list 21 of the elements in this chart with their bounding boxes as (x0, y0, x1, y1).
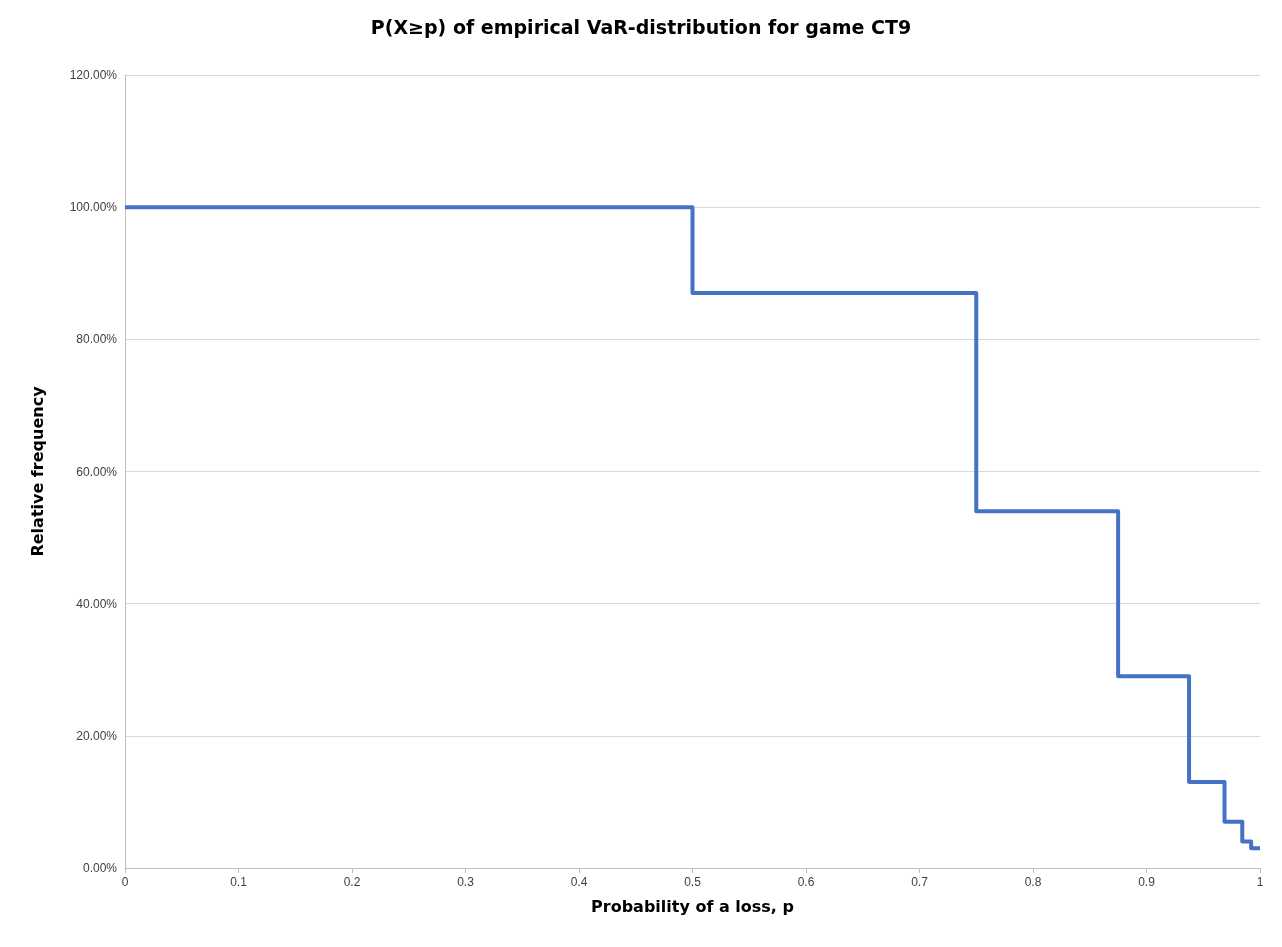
y-tick-label: 0.00% (82, 861, 118, 875)
y-tick-label: 100.00% (69, 200, 118, 215)
x-tick-label: 0.4 (570, 875, 588, 889)
x-tick-label: 0.5 (684, 875, 702, 889)
y-tick-label: 20.00% (76, 728, 118, 743)
x-tick-label: 0 (121, 875, 129, 889)
x-tick-label: 0.7 (911, 875, 929, 889)
x-tick-label: 0.1 (230, 875, 248, 889)
x-tick-label: 1 (1256, 875, 1264, 889)
y-tick-label: 120.00% (69, 68, 118, 82)
x-tick-label: 0.8 (1024, 875, 1042, 889)
y-axis-title: Relative frequency (27, 385, 47, 557)
x-axis-title: Probability of a loss, p (591, 896, 794, 916)
chart-title: P(X≥p) of empirical VaR-distribution for game CT9 (370, 15, 912, 38)
x-tick-label: 0.3 (457, 875, 475, 889)
x-tick-label: 0.6 (797, 875, 815, 889)
x-tick-label: 0.9 (1138, 875, 1156, 889)
y-tick-label: 60.00% (76, 464, 118, 479)
y-tick-label: 40.00% (76, 596, 118, 611)
y-tick-label: 80.00% (76, 332, 118, 347)
x-tick-label: 0.2 (343, 875, 361, 889)
